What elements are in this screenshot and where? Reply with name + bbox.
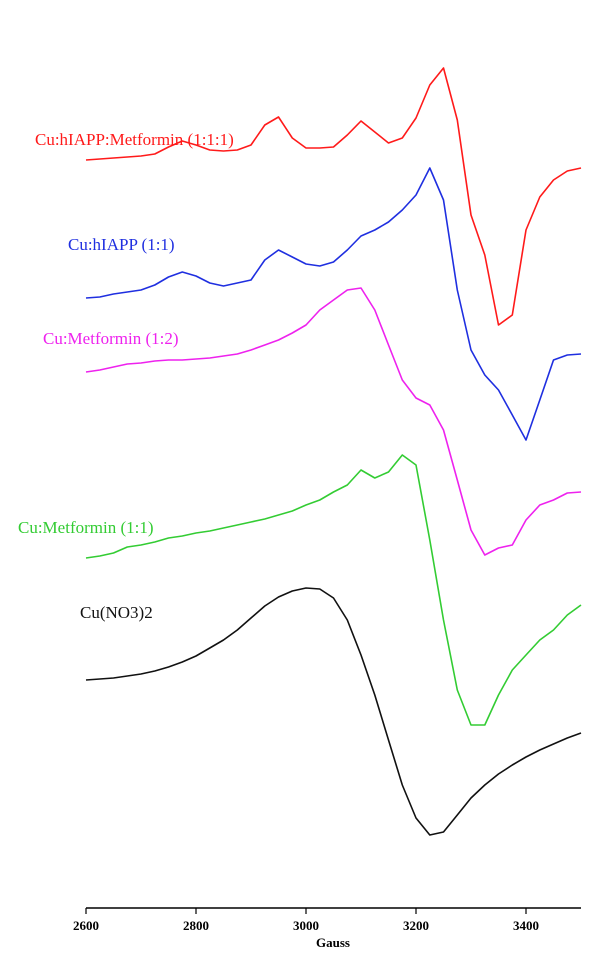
series-label: Cu:hIAPP:Metformin (1:1:1): [35, 130, 234, 149]
x-tick-label: 3200: [403, 918, 429, 933]
series-label: Cu(NO3)2: [80, 603, 153, 622]
x-tick-label: 2600: [73, 918, 99, 933]
x-tick-label: 2800: [183, 918, 209, 933]
series-label: Cu:hIAPP (1:1): [68, 235, 175, 254]
spectrum-line: [85, 587, 582, 836]
x-tick-label: 3000: [293, 918, 319, 933]
spectrum-line: [85, 287, 582, 556]
x-axis-label: Gauss: [316, 935, 350, 950]
series-label: Cu:Metformin (1:1): [18, 518, 154, 537]
spectrum-line: [85, 67, 582, 326]
spectrum-line: [85, 167, 582, 441]
series-label: Cu:Metformin (1:2): [43, 329, 179, 348]
x-tick-label: 3400: [513, 918, 539, 933]
spectrum-line: [85, 454, 582, 726]
